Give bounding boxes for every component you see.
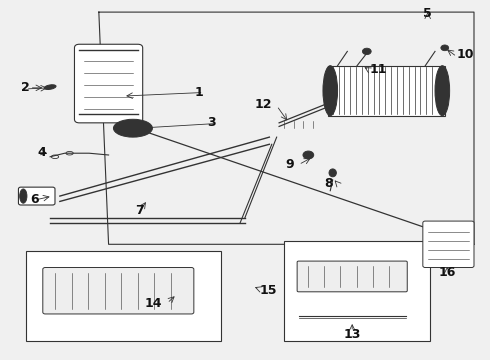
Text: 14: 14	[145, 297, 162, 310]
Text: 2: 2	[21, 81, 29, 94]
FancyBboxPatch shape	[423, 221, 474, 267]
Text: 15: 15	[260, 284, 277, 297]
Ellipse shape	[20, 189, 27, 203]
Text: 13: 13	[343, 328, 361, 341]
Text: 16: 16	[439, 266, 456, 279]
Bar	[26, 251, 220, 341]
Ellipse shape	[435, 66, 450, 116]
Text: 11: 11	[369, 63, 387, 76]
Text: 1: 1	[195, 86, 203, 99]
Bar	[284, 241, 430, 341]
Text: 7: 7	[135, 204, 144, 217]
Text: 12: 12	[254, 99, 272, 112]
FancyBboxPatch shape	[43, 267, 194, 314]
Ellipse shape	[121, 123, 145, 134]
Bar	[328, 66, 445, 116]
Ellipse shape	[303, 151, 314, 159]
Text: 10: 10	[457, 49, 474, 62]
Text: 9: 9	[285, 158, 294, 171]
FancyBboxPatch shape	[19, 187, 55, 205]
FancyBboxPatch shape	[297, 261, 407, 292]
Text: 3: 3	[207, 116, 216, 129]
Ellipse shape	[363, 48, 371, 55]
Ellipse shape	[329, 169, 336, 177]
Text: 8: 8	[324, 177, 333, 190]
Ellipse shape	[323, 66, 338, 116]
Ellipse shape	[441, 45, 449, 51]
Text: 6: 6	[30, 193, 39, 206]
Ellipse shape	[114, 119, 152, 137]
Text: 4: 4	[38, 146, 47, 159]
Ellipse shape	[44, 85, 56, 90]
Text: 5: 5	[423, 8, 432, 21]
FancyBboxPatch shape	[74, 44, 143, 123]
